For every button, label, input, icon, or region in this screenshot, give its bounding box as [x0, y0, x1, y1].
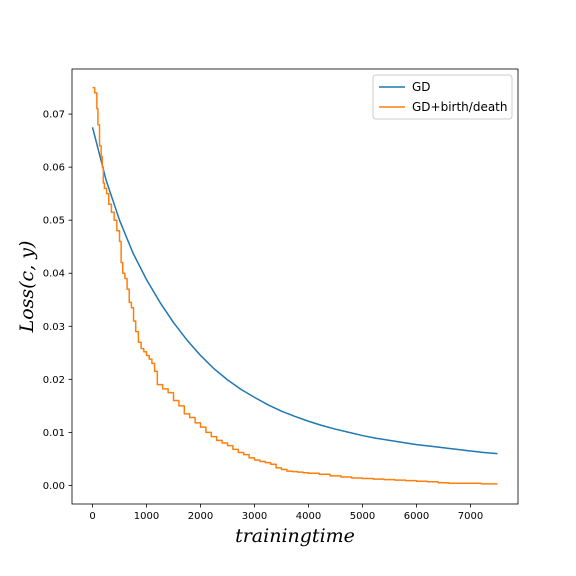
x-tick-label: 0: [89, 511, 95, 522]
y-tick-label: 0.02: [43, 375, 65, 386]
legend-box: [372, 74, 513, 120]
series-line-2: [92, 86, 498, 485]
y-tick-label: 0.00: [43, 481, 65, 492]
x-tick-label: 5000: [350, 511, 375, 522]
legend: GD GD+birth/death: [372, 74, 513, 120]
axes-frame: [71, 68, 519, 505]
plot-background: [72, 69, 518, 504]
x-tick-label: 7000: [458, 511, 483, 522]
y-tick-label: 0.07: [43, 110, 65, 121]
x-tick-label: 1000: [134, 511, 159, 522]
legend-entry-label: GD: [412, 80, 431, 94]
y-tick-label: 0.01: [43, 428, 65, 439]
x-tick-label: 3000: [242, 511, 267, 522]
x-axis-label: trainingtime: [235, 525, 355, 547]
x-tick-label: 6000: [404, 511, 429, 522]
y-axis-label: Loss(c, y): [16, 241, 38, 334]
series-line-1: [91, 127, 498, 455]
y-tick-label: 0.06: [43, 163, 65, 174]
plot-area: [72, 69, 518, 504]
y-tick-label: 0.05: [43, 216, 65, 227]
x-tick-label: 4000: [296, 511, 321, 522]
legend-entry-label: GD+birth/death: [412, 100, 508, 114]
y-tick-label: 0.04: [43, 269, 65, 280]
axes-layer: 0 1000 2000 3000 4000 5000 6000 7000 0.00 0.01 0.0…: [43, 68, 519, 522]
x-tick-label: 2000: [188, 511, 213, 522]
series-layer: [91, 86, 498, 485]
y-tick-label: 0.03: [43, 322, 65, 333]
